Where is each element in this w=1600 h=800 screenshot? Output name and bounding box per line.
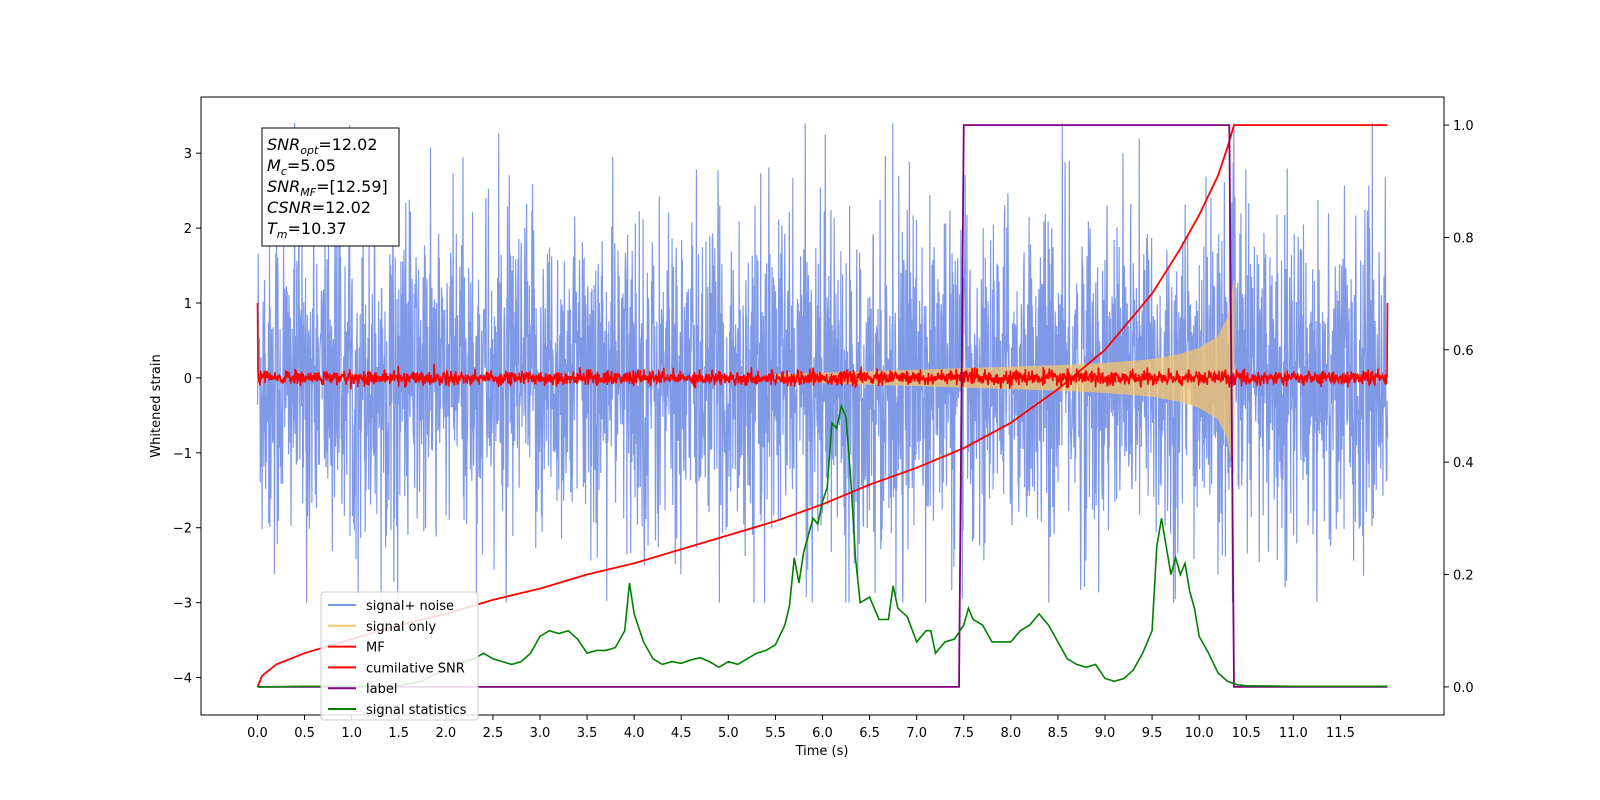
- x-tick-label: 0.5: [294, 726, 315, 741]
- info-box-frame: [261, 127, 400, 247]
- legend-entry: MF: [366, 641, 385, 656]
- x-tick-label: 4.5: [671, 726, 692, 741]
- y-axis-left: −4 −3 −2 −1 0 1 2 3: [173, 147, 201, 687]
- x-tick-label: 5.0: [718, 726, 739, 741]
- x-tick-label: 8.5: [1048, 726, 1069, 741]
- info-line: Mc=5.05: [267, 156, 336, 178]
- x-tick-label: 10.5: [1232, 726, 1261, 741]
- y-tick-label: 3: [184, 147, 192, 162]
- y2-tick-label: 0.4: [1453, 456, 1474, 471]
- x-tick-label: 10.0: [1185, 726, 1214, 741]
- x-tick-label: 11.5: [1326, 726, 1355, 741]
- legend-entry: signal only: [366, 620, 436, 635]
- y-tick-label: −3: [173, 597, 192, 612]
- x-tick-label: 1.0: [341, 726, 362, 741]
- y-axis-right: 0.0 0.2 0.4 0.6 0.8 1.0: [1444, 119, 1474, 696]
- signal-statistics-line: [257, 403, 1388, 688]
- legend-entry: signal statistics: [366, 703, 467, 718]
- x-tick-label: 8.0: [1000, 726, 1021, 741]
- x-tick-label: 7.0: [906, 726, 927, 741]
- x-tick-label: 6.0: [812, 726, 833, 741]
- signal-noise-line: [256, 123, 1389, 603]
- x-tick-label: 2.0: [435, 726, 456, 741]
- info-box: SNRopt=12.02Mc=5.05SNRMF=[12.59]CSNR=12.…: [261, 127, 400, 247]
- info-line: SNRMF=[12.59]: [267, 177, 388, 199]
- y-tick-label: −4: [173, 672, 192, 687]
- x-tick-label: 2.5: [483, 726, 504, 741]
- x-tick-label: 6.5: [859, 726, 880, 741]
- x-tick-label: 1.5: [388, 726, 409, 741]
- y2-tick-label: 0.8: [1453, 231, 1474, 246]
- label-line: [257, 124, 1388, 688]
- info-line: Tm=10.37: [267, 219, 347, 241]
- x-tick-label: 3.0: [530, 726, 551, 741]
- x-tick-label: 4.0: [624, 726, 645, 741]
- x-tick-label: 9.5: [1142, 726, 1163, 741]
- x-tick-label: 5.5: [765, 726, 786, 741]
- y2-tick-label: 0.0: [1453, 681, 1474, 696]
- x-axis-label: Time (s): [795, 744, 849, 759]
- x-tick-label: 0.0: [247, 726, 268, 741]
- mf-line: [256, 302, 1389, 390]
- y-tick-label: −1: [173, 447, 192, 462]
- x-tick-label: 11.0: [1279, 726, 1308, 741]
- legend-entry: signal+ noise: [366, 599, 454, 614]
- info-line: CSNR=12.02: [267, 198, 371, 217]
- legend-frame: [320, 591, 479, 721]
- info-line: SNRopt=12.02: [267, 135, 378, 157]
- y-axis-label: Whitened strain: [149, 354, 164, 457]
- legend-entry: label: [366, 682, 397, 697]
- y-tick-label: 0: [184, 372, 192, 387]
- y2-tick-label: 0.2: [1453, 569, 1474, 584]
- legend-entry: cumilative SNR: [366, 661, 465, 676]
- legend: signal+ noise signal only MF cumilative SNR…: [320, 591, 479, 721]
- y-tick-label: −2: [173, 522, 192, 537]
- y2-tick-label: 0.6: [1453, 344, 1474, 359]
- x-tick-label: 9.0: [1095, 726, 1116, 741]
- x-tick-label: 7.5: [953, 726, 974, 741]
- x-tick-label: 3.5: [577, 726, 598, 741]
- x-axis: 0.0 0.5 1.0 1.5 2.0 2.5 3.0 3.5 4.0 4.5 5.0 5.5 6.0 6…: [247, 715, 1355, 741]
- y-tick-label: 2: [184, 222, 192, 237]
- y-tick-label: 1: [184, 297, 192, 312]
- y2-tick-label: 1.0: [1453, 119, 1474, 134]
